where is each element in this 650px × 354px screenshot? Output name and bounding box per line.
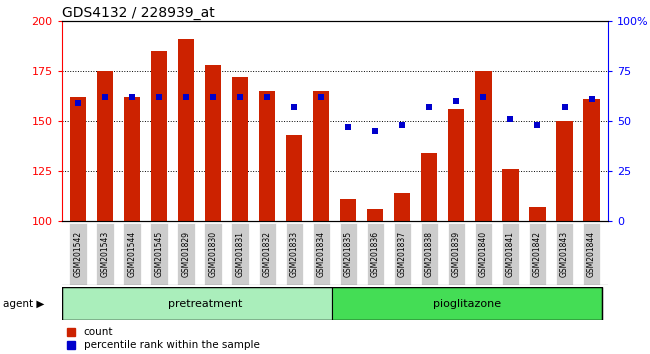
Bar [583, 223, 600, 285]
Bar [448, 109, 465, 221]
Bar [421, 153, 437, 221]
Bar [556, 223, 573, 285]
Bar [313, 91, 330, 221]
Text: GSM201841: GSM201841 [506, 231, 515, 277]
Bar [205, 65, 221, 221]
Text: GSM201544: GSM201544 [127, 231, 136, 277]
Text: GDS4132 / 228939_at: GDS4132 / 228939_at [62, 6, 214, 20]
Text: GSM201833: GSM201833 [290, 231, 299, 277]
Text: agent ▶: agent ▶ [3, 298, 45, 309]
Bar [529, 207, 545, 221]
Text: pioglitazone: pioglitazone [433, 298, 501, 309]
Text: GSM201834: GSM201834 [317, 231, 326, 277]
Bar [394, 223, 411, 285]
Bar [205, 223, 222, 285]
Bar [475, 71, 491, 221]
Bar [232, 77, 248, 221]
Bar [339, 223, 357, 285]
Legend: count, percentile rank within the sample: count, percentile rank within the sample [67, 327, 259, 350]
Bar [124, 223, 140, 285]
Bar [70, 97, 86, 221]
Bar [259, 91, 276, 221]
Bar [259, 223, 276, 285]
Text: GSM201837: GSM201837 [398, 231, 407, 277]
Bar [529, 223, 546, 285]
Bar [70, 223, 86, 285]
Bar [286, 135, 302, 221]
Text: GSM201844: GSM201844 [587, 231, 596, 277]
Bar [502, 169, 519, 221]
Bar [502, 223, 519, 285]
Bar [394, 193, 410, 221]
Bar [285, 223, 303, 285]
Text: GSM201838: GSM201838 [425, 231, 434, 277]
Text: GSM201831: GSM201831 [236, 231, 244, 277]
Bar [96, 223, 114, 285]
Bar [474, 223, 492, 285]
Bar [178, 39, 194, 221]
Bar [124, 97, 140, 221]
Bar [313, 223, 330, 285]
Bar [340, 199, 356, 221]
Bar [150, 223, 168, 285]
Bar [332, 287, 603, 320]
Text: GSM201835: GSM201835 [344, 231, 353, 277]
Text: GSM201836: GSM201836 [370, 231, 380, 277]
Text: GSM201843: GSM201843 [560, 231, 569, 277]
Text: GSM201830: GSM201830 [209, 231, 218, 277]
Text: GSM201543: GSM201543 [101, 231, 109, 277]
Text: GSM201545: GSM201545 [155, 231, 164, 277]
Bar [231, 223, 249, 285]
Bar [448, 223, 465, 285]
Text: GSM201842: GSM201842 [533, 231, 542, 277]
Bar [421, 223, 438, 285]
Bar [367, 223, 384, 285]
Bar [584, 99, 600, 221]
Bar [151, 51, 167, 221]
Text: GSM201832: GSM201832 [263, 231, 272, 277]
Bar [367, 209, 383, 221]
Bar [556, 121, 573, 221]
Text: GSM201840: GSM201840 [479, 231, 488, 277]
Bar [97, 71, 113, 221]
Text: GSM201542: GSM201542 [73, 231, 83, 277]
Text: GSM201839: GSM201839 [452, 231, 461, 277]
Bar [177, 223, 195, 285]
Text: GSM201829: GSM201829 [181, 231, 190, 277]
Text: pretreatment: pretreatment [168, 298, 242, 309]
Bar [62, 287, 332, 320]
